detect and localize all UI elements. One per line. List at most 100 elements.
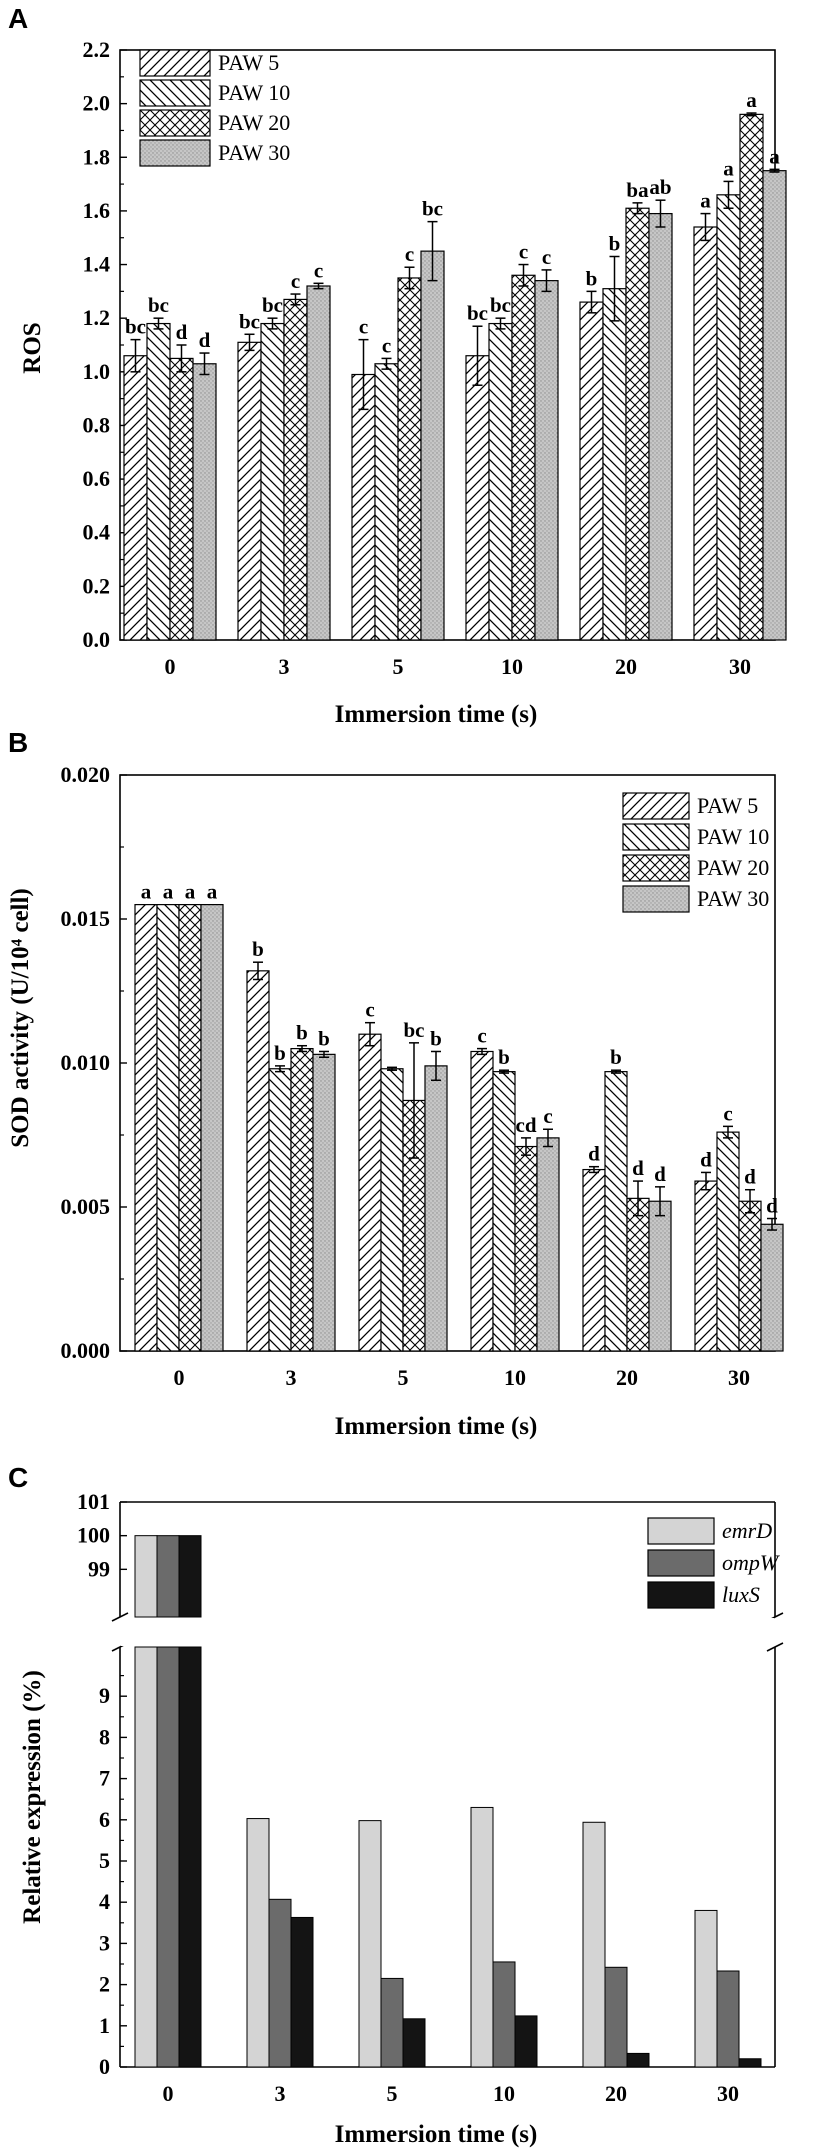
axis-break-gap [121,1618,774,1646]
y-tick-label: 100 [77,1523,110,1548]
panel-c-bars [121,1535,774,2068]
significance-letter: ba [626,178,649,202]
legend-label: luxS [722,1582,760,1607]
bar [716,194,741,641]
x-tick-label: 0 [165,654,176,679]
significance-letter: d [766,1194,778,1218]
y-tick-label: 3 [99,1930,110,1955]
bar [511,274,536,641]
legend-label: PAW 20 [218,110,290,135]
legend-swatch [622,885,690,913]
bar [625,207,650,641]
significance-letter: a [141,880,152,904]
panel-a: A 0.0 0.2 0.4 0.6 0.8 1.0 1.2 1.4 1.6 1.8 2.0 2.2 0 3… [8,3,787,728]
plot-frame [119,49,776,641]
bar [402,2018,426,2068]
bar [358,1033,382,1352]
y-tick-label: 0.010 [61,1050,111,1075]
panel-b-x-axis-title: Immersion time (s) [335,1413,538,1440]
bar [312,1053,336,1352]
legend-label: PAW 10 [697,824,769,849]
legend-swatch [139,109,211,137]
x-tick-label: 5 [387,2081,398,2106]
significance-letter: c [291,269,300,293]
significance-letter: c [365,998,374,1022]
significance-letter: c [723,1101,732,1125]
significance-letter: c [382,333,391,357]
legend-label: emrD [722,1518,772,1543]
bar-upper-segment [134,1535,158,1618]
significance-letter: c [477,1024,486,1048]
significance-letter: b [610,1045,622,1069]
x-tick-label: 0 [174,1365,185,1390]
significance-letter: c [405,242,414,266]
bar [648,212,673,641]
significance-letter: d [588,1142,600,1166]
significance-letter: a [746,88,757,112]
bar [134,903,158,1352]
bar [716,1970,740,2068]
bar [268,1898,292,2068]
bar [604,1966,628,2068]
y-tick-label: 2 [99,1972,110,1997]
legend-swatch [139,139,211,167]
legend-swatch [647,1549,715,1577]
bar [420,250,445,641]
bar-lower-segment [178,1646,202,2068]
y-tick-label: 6 [99,1807,110,1832]
panel-b-y-axis-title: SOD activity (U/10⁴ cell) [7,888,34,1148]
significance-letter: b [498,1045,510,1069]
significance-letter: a [207,880,218,904]
significance-letter: bc [262,293,283,317]
y-tick-label: 2.2 [83,37,111,62]
panel-c-x-axis-title: Immersion time (s) [335,2121,538,2148]
bar [192,363,217,641]
panel-c-y-axis-title: Relative expression (%) [19,1670,46,1924]
panel-label-b: B [8,727,28,758]
bar [536,1137,560,1352]
x-tick-label: 3 [286,1365,297,1390]
significance-letter: d [632,1156,644,1180]
bar [716,1131,740,1352]
y-tick-label: 9 [99,1683,110,1708]
bar [424,1065,448,1352]
significance-letter: b [274,1041,286,1065]
bar [123,355,148,641]
bar-lower-segment [156,1646,180,2068]
panel-a-axes: 0.0 0.2 0.4 0.6 0.8 1.0 1.2 1.4 1.6 1.8 2.0 2.2 0 3 5 1… [83,37,776,679]
bar [626,1197,650,1352]
panel-c-legend: emrD ompW luxS [647,1517,780,1609]
bar [626,2052,650,2068]
legend-swatch [139,49,211,77]
y-tick-label: 2.0 [83,91,111,116]
bar [514,1145,538,1352]
legend-swatch [647,1517,715,1545]
y-tick-label: 0.0 [83,627,111,652]
legend-label: PAW 30 [697,886,769,911]
bar [739,113,764,641]
bar [146,322,171,641]
y-tick-label: 0.000 [61,1338,111,1363]
panel-b-legend: PAW 5 PAW 10 PAW 20 PAW 30 [622,792,769,913]
y-tick-label: 99 [88,1556,110,1581]
significance-letter: d [744,1165,756,1189]
x-tick-label: 5 [393,654,404,679]
bar [582,1168,606,1352]
bar [380,1977,404,2068]
x-tick-label: 30 [728,1365,750,1390]
panel-b-bars [134,903,784,1352]
significance-letter: bc [239,309,260,333]
y-tick-label: 101 [77,1489,110,1514]
bar [693,226,718,641]
bar [492,1961,516,2068]
significance-letter: c [314,258,323,282]
bar [602,288,627,641]
y-tick-label: 1.2 [83,305,111,330]
bar [579,301,604,641]
y-tick-label: 0.2 [83,573,111,598]
axis-break-mark [766,1642,784,1652]
x-tick-label: 10 [501,654,523,679]
